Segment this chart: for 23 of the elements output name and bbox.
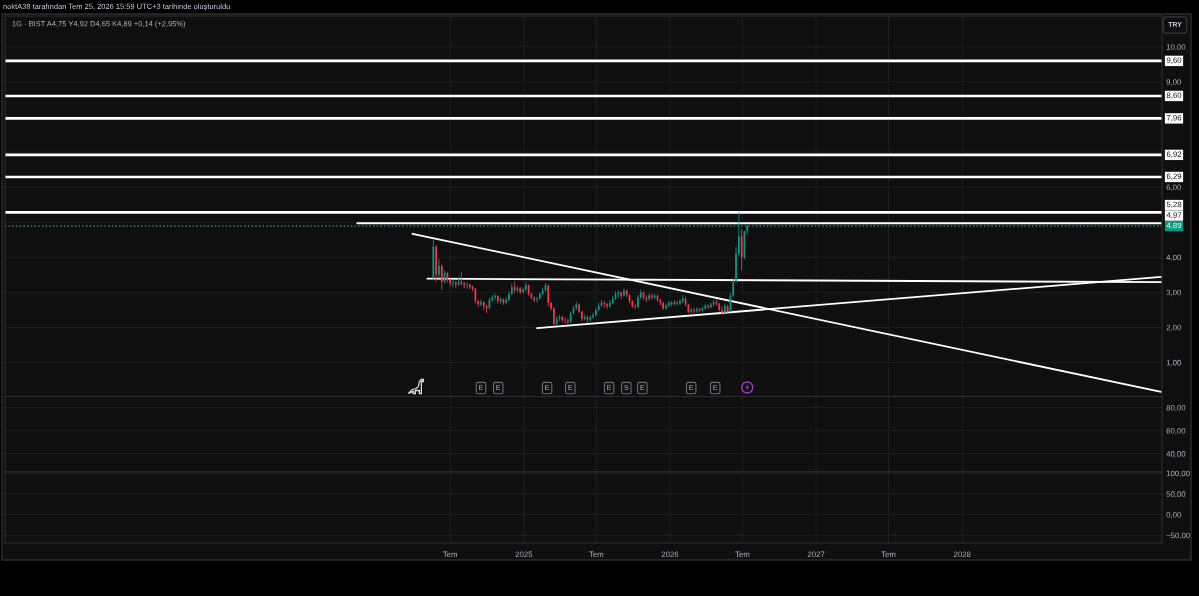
candlestick <box>609 299 611 309</box>
candlestick <box>452 279 454 288</box>
candlestick <box>721 305 723 316</box>
candlestick <box>623 288 625 297</box>
candlestick <box>606 302 608 310</box>
candlestick <box>592 312 594 320</box>
candlestick <box>480 298 482 307</box>
candlestick <box>681 294 684 304</box>
candlestick <box>693 307 695 314</box>
candlestick <box>494 292 496 301</box>
candlestick <box>567 318 569 326</box>
candlestick <box>536 296 538 304</box>
candlestick <box>595 307 597 317</box>
candlestick <box>637 294 639 309</box>
candlestick <box>538 291 541 300</box>
candlestick <box>707 303 709 310</box>
candlestick <box>620 291 622 300</box>
candlestick <box>553 306 555 327</box>
candlestick <box>651 293 653 301</box>
candlestick <box>634 303 637 310</box>
candlestick <box>665 303 667 311</box>
candlestick <box>679 298 681 306</box>
candlestick <box>438 258 440 279</box>
